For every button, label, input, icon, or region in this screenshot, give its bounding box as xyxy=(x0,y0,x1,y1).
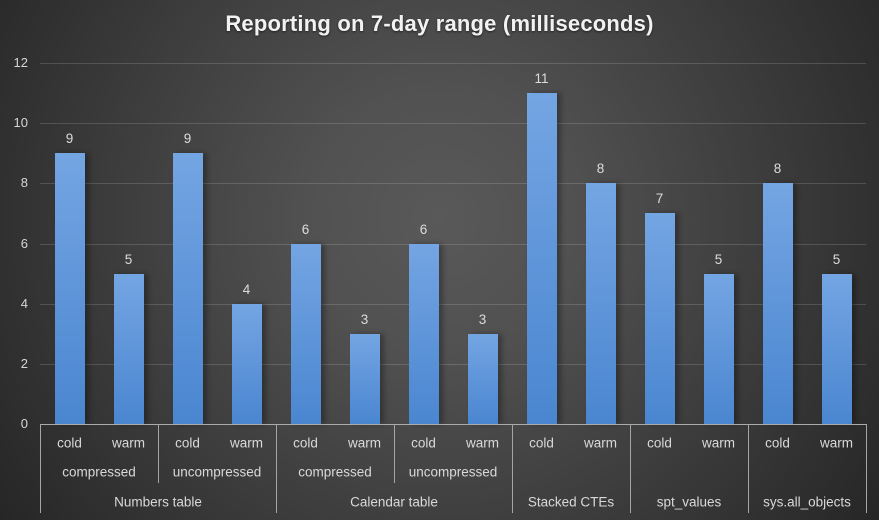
bar xyxy=(231,303,262,424)
subgroup-separator xyxy=(158,424,159,483)
y-axis-tick-label: 4 xyxy=(20,295,28,311)
bar xyxy=(526,93,557,424)
bar xyxy=(703,273,734,424)
bar xyxy=(585,183,616,424)
group-label: Stacked CTEs xyxy=(527,494,615,509)
group-label: Calendar table xyxy=(350,494,438,509)
x-axis-line xyxy=(40,424,867,425)
category-label: cold xyxy=(175,435,200,451)
bar xyxy=(54,153,85,424)
category-label: cold xyxy=(411,435,436,451)
bar xyxy=(349,333,380,424)
subgroup-label: compressed xyxy=(62,464,136,479)
category-label: warm xyxy=(702,435,735,451)
bar-value-label: 8 xyxy=(596,161,605,177)
category-label: warm xyxy=(584,435,617,451)
gridline xyxy=(40,123,866,124)
bar-value-label: 6 xyxy=(419,221,428,237)
y-axis-tick-label: 12 xyxy=(13,55,28,70)
group-separator xyxy=(512,424,513,513)
category-label: warm xyxy=(466,435,499,451)
chart-title: Reporting on 7-day range (milliseconds) xyxy=(225,11,654,36)
bar xyxy=(821,273,852,424)
bar-value-label: 11 xyxy=(534,71,549,87)
y-axis-tick-label: 10 xyxy=(13,115,28,131)
gridline xyxy=(40,183,866,184)
group-label: Numbers table xyxy=(114,494,202,509)
category-label: cold xyxy=(293,435,318,451)
group-separator xyxy=(276,424,277,513)
bar-value-label: 9 xyxy=(65,131,74,147)
bar-value-label: 7 xyxy=(655,191,664,207)
bar-value-label: 5 xyxy=(714,251,723,267)
category-label: cold xyxy=(529,435,554,451)
group-separator xyxy=(748,424,749,513)
category-label: warm xyxy=(230,435,263,451)
group-separator xyxy=(40,424,41,513)
bar-value-label: 4 xyxy=(242,281,251,297)
bar-value-label: 8 xyxy=(773,161,782,177)
bar-value-label: 9 xyxy=(183,131,192,147)
category-label: warm xyxy=(820,435,853,451)
bar xyxy=(644,213,675,424)
subgroup-label: uncompressed xyxy=(172,464,262,479)
bar xyxy=(290,243,321,424)
gridline xyxy=(40,244,866,245)
gridline xyxy=(40,63,866,64)
group-label: spt_values xyxy=(656,494,722,509)
category-label: cold xyxy=(647,435,672,451)
category-label: cold xyxy=(765,435,790,451)
bar xyxy=(408,243,439,424)
bar-value-label: 5 xyxy=(832,251,841,267)
gridline xyxy=(40,304,866,305)
bar-value-label: 5 xyxy=(124,251,133,267)
y-axis-tick-label: 6 xyxy=(20,235,28,251)
y-axis-tick-label: 0 xyxy=(20,416,28,431)
category-label: warm xyxy=(348,435,381,451)
bar-value-label: 3 xyxy=(360,311,369,327)
group-separator xyxy=(866,424,867,513)
subgroup-label: compressed xyxy=(298,464,372,479)
y-axis-tick-label: 8 xyxy=(20,175,28,191)
bar xyxy=(172,153,203,424)
bar-value-label: 6 xyxy=(301,221,310,237)
bar-value-label: 3 xyxy=(478,311,487,327)
group-label: sys.all_objects xyxy=(763,494,851,509)
subgroup-separator xyxy=(394,424,395,483)
bar xyxy=(113,273,144,424)
bar xyxy=(762,183,793,424)
bar xyxy=(467,333,498,424)
category-label: cold xyxy=(57,435,82,451)
y-axis-tick-label: 2 xyxy=(20,355,28,371)
category-label: warm xyxy=(112,435,145,451)
group-separator xyxy=(630,424,631,513)
gridline xyxy=(40,364,866,365)
subgroup-label: uncompressed xyxy=(408,464,498,479)
